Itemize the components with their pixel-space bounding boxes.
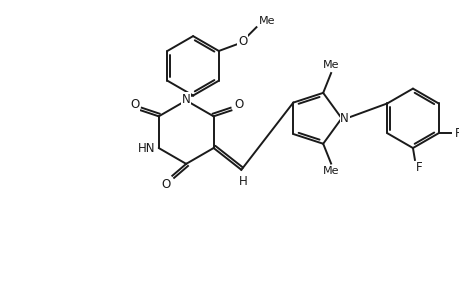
Text: Me: Me — [322, 60, 339, 70]
Text: O: O — [237, 34, 246, 48]
Text: N: N — [181, 93, 190, 106]
Text: N: N — [340, 112, 348, 125]
Text: O: O — [237, 34, 246, 48]
Text: HN: HN — [138, 142, 156, 154]
Text: Me: Me — [258, 16, 274, 26]
Text: F: F — [414, 161, 421, 174]
Text: H: H — [238, 175, 247, 188]
Text: Me: Me — [322, 167, 339, 176]
Text: O: O — [234, 98, 243, 111]
Text: O: O — [162, 178, 171, 191]
Text: F: F — [454, 127, 459, 140]
Text: O: O — [130, 98, 139, 111]
